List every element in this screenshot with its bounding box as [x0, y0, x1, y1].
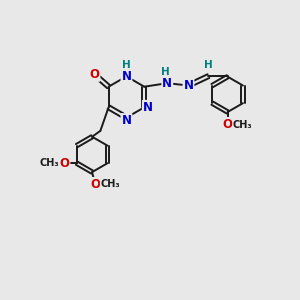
Text: O: O: [223, 118, 232, 131]
Text: O: O: [89, 68, 100, 81]
Text: N: N: [143, 101, 153, 114]
Text: O: O: [90, 178, 100, 191]
Text: O: O: [59, 157, 69, 170]
Text: CH₃: CH₃: [233, 120, 253, 130]
Text: N: N: [184, 79, 194, 92]
Text: CH₃: CH₃: [100, 179, 120, 189]
Text: H: H: [161, 67, 170, 77]
Text: H: H: [122, 60, 131, 70]
Text: N: N: [122, 114, 131, 127]
Text: H: H: [204, 60, 213, 70]
Text: CH₃: CH₃: [40, 158, 59, 168]
Text: N: N: [162, 77, 172, 90]
Text: N: N: [122, 70, 131, 83]
